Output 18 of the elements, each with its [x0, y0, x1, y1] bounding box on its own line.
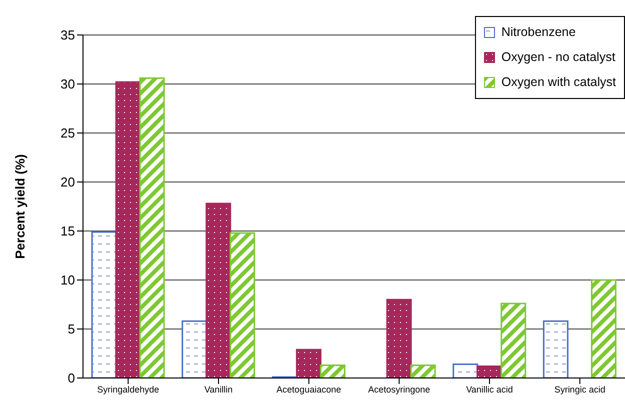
legend-label: Nitrobenzene	[501, 24, 576, 41]
x-tick-label: Acetoguaiacone	[276, 384, 342, 394]
legend-label: Oxygen with catalyst	[501, 74, 616, 91]
y-tick-label: 25	[60, 126, 75, 141]
x-tick-label: Vanillic acid	[466, 384, 513, 394]
x-tick-label: Acetosyringone	[368, 384, 430, 394]
x-tick-label: Syringaldehyde	[97, 384, 160, 394]
legend-label: Oxygen - no catalyst	[501, 49, 616, 66]
y-axis-title: Percent yield (%)	[12, 154, 28, 259]
y-tick-label: 15	[60, 224, 75, 239]
x-tick-label: Vanillin	[204, 384, 233, 394]
y-tick-label: 20	[60, 174, 75, 190]
y-tick-label: 0	[68, 370, 75, 386]
y-tick-label: 35	[60, 28, 75, 43]
y-tick-label: 10	[60, 272, 75, 288]
y-tick-label: 5	[68, 322, 75, 337]
x-tick-label: Syringic acid	[554, 384, 606, 394]
y-tick-label: 30	[60, 76, 75, 92]
